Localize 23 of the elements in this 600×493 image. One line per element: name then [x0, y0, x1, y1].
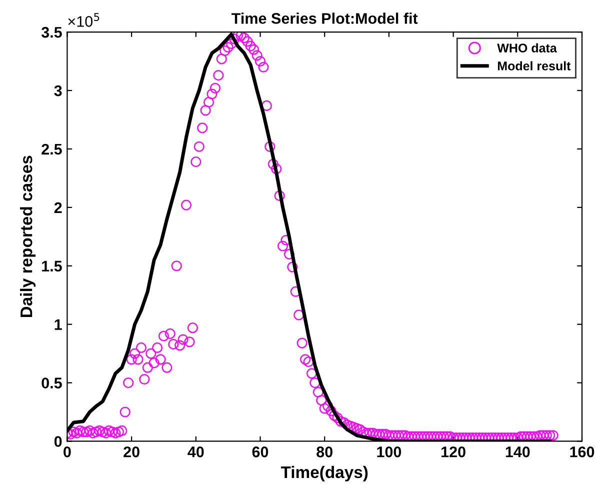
- y-tick-label: 3.5: [41, 26, 62, 38]
- text: ×10$^{5}$: [68, 13, 100, 27]
- chart-title: Time Series Plot:Model fit: [232, 12, 418, 24]
- y-axis-title: Daily reported cases: [20, 156, 36, 318]
- x-tick-label: 20: [124, 446, 140, 458]
- legend-label: Model result: [498, 61, 571, 70]
- y-tick-label: 1: [54, 319, 62, 330]
- y-tick-label: 3: [54, 85, 62, 96]
- y-tick-label: 2.5: [42, 144, 62, 155]
- y-tick-label: 1.5: [42, 260, 62, 272]
- x-tick-label: 160: [570, 446, 594, 458]
- x-tick-label: 60: [252, 446, 268, 458]
- x-tick-label: 0: [64, 446, 71, 458]
- y-tick-label: 0: [54, 436, 62, 447]
- y-tick-label: 2: [54, 202, 62, 213]
- x-axis-title: Time(days): [280, 466, 368, 482]
- x-tick-label: 40: [188, 446, 204, 458]
- x-tick-label: 80: [316, 446, 332, 458]
- x-tick-label: 100: [377, 446, 402, 458]
- legend-label: WHO data: [497, 43, 557, 52]
- x-tick-label: 120: [442, 446, 466, 458]
- y-tick-label: 0.5: [42, 378, 62, 388]
- x-tick-label: 140: [506, 446, 530, 458]
